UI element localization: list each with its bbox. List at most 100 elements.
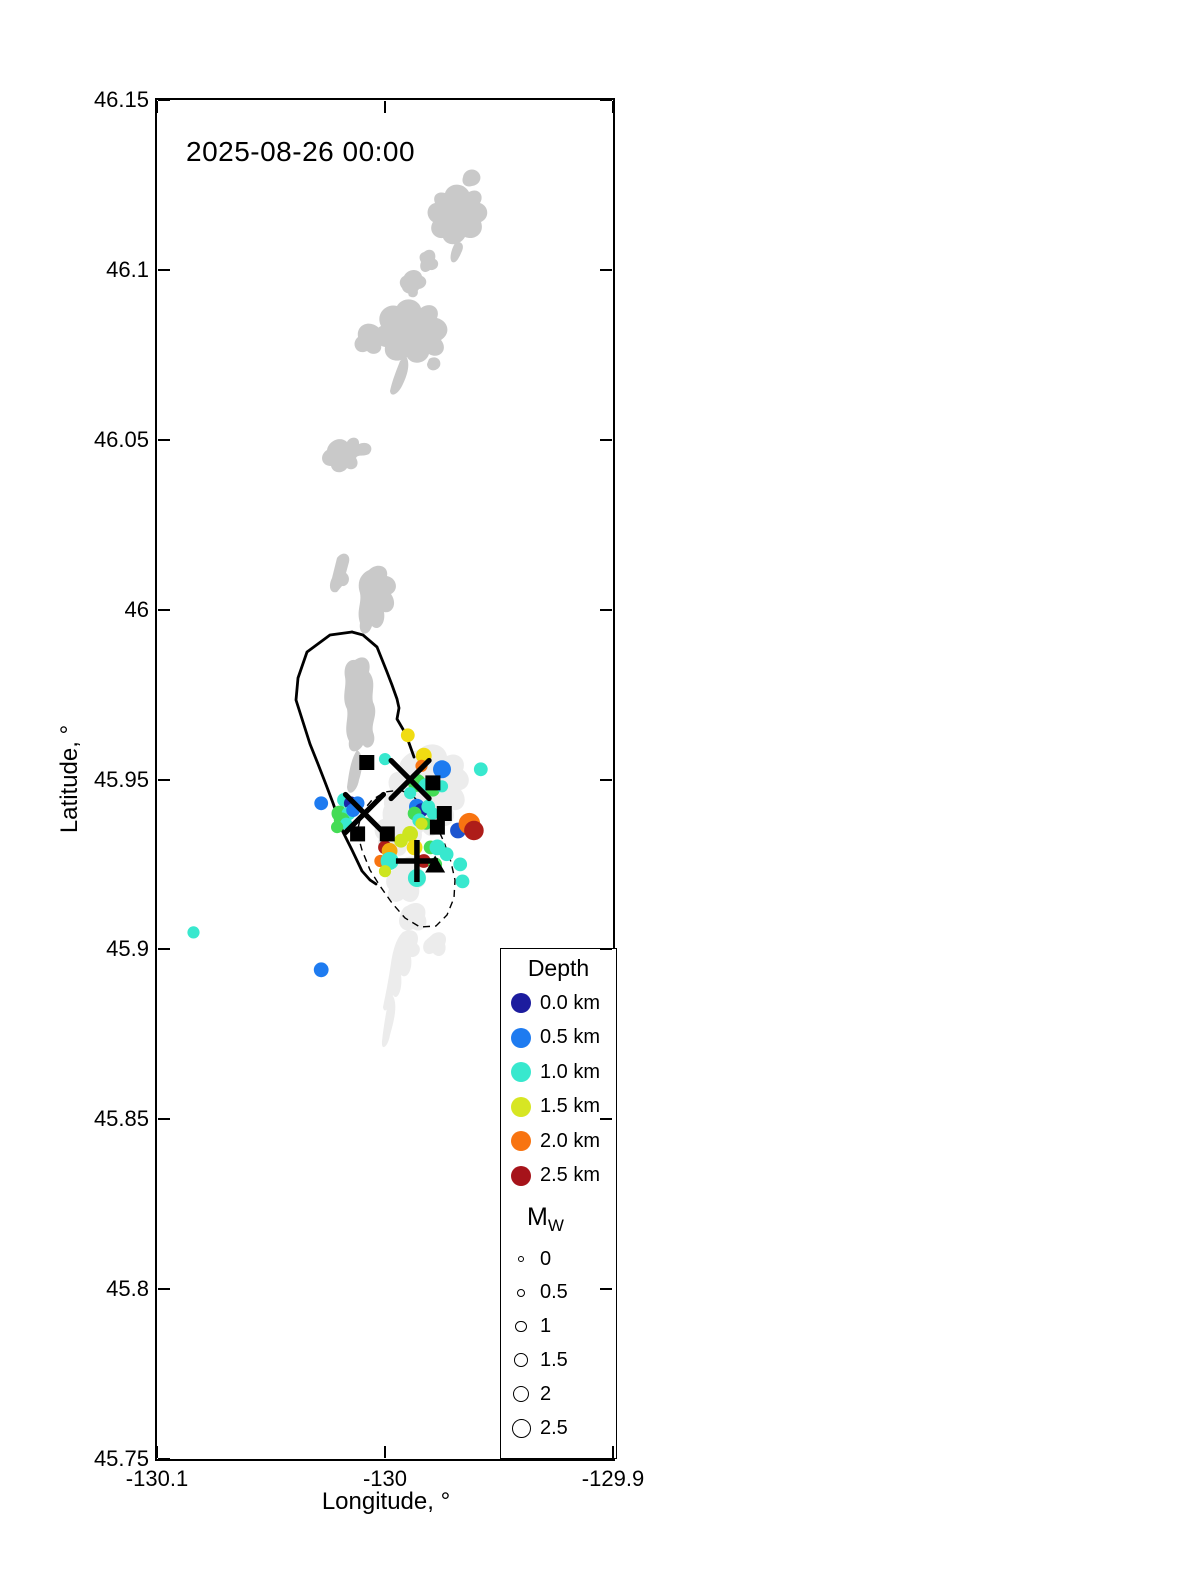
station-square: [359, 755, 375, 770]
magnitude-legend-entry: 1: [511, 1315, 551, 1339]
x-tick-label: -129.9: [581, 1466, 645, 1491]
x-tick-mark-top: [612, 101, 614, 113]
depth-legend-label: 0.0 km: [540, 991, 601, 1014]
x-tick-mark-bottom: [156, 1446, 158, 1458]
depth-color-swatch: [511, 1165, 531, 1186]
earthquake-dot: [439, 847, 454, 862]
mw-size-swatch: [516, 1288, 526, 1298]
y-tick-mark-left: [158, 1288, 170, 1291]
mw-legend-label: 1.5: [540, 1348, 568, 1371]
mw-size-swatch: [514, 1353, 528, 1368]
y-tick-label: 45.75: [93, 1446, 149, 1471]
lava-flow: [329, 553, 350, 593]
x-axis-label: Longitude, °: [321, 1488, 451, 1515]
magnitude-legend-entry: 0.5: [511, 1281, 568, 1305]
earthquake-dot: [433, 760, 451, 779]
mw-swatch-slot: [511, 1385, 531, 1403]
mw-legend-label: 2: [540, 1382, 552, 1405]
epicenter-plus-marker: [395, 840, 438, 883]
y-tick-mark-right: [600, 778, 612, 781]
lava-flow: [390, 356, 409, 395]
x-tick-mark-bottom: [612, 1446, 614, 1458]
earthquake-dot: [415, 817, 428, 830]
depth-color-swatch: [511, 1062, 531, 1082]
mw-size-swatch: [518, 1256, 524, 1262]
magnitude-legend-entry: 2: [511, 1382, 551, 1406]
mw-size-swatch: [512, 1385, 530, 1403]
y-tick-mark-left: [158, 99, 170, 101]
y-tick-label: 45.95: [93, 766, 149, 792]
y-tick-mark-right: [600, 1118, 612, 1121]
depth-legend-label: 0.5 km: [540, 1026, 601, 1048]
mw-swatch-slot: [511, 1256, 531, 1262]
mw-legend-label: 2.5: [540, 1416, 568, 1439]
earthquake-dot: [404, 787, 417, 800]
depth-legend-entry: 1.0 km: [511, 1060, 600, 1084]
lava-flow: [358, 565, 396, 634]
triangle-marker: [425, 855, 446, 873]
lava-flow: [427, 357, 441, 371]
depth-swatch-slot: [511, 1131, 531, 1151]
depth-legend-label: 2.5 km: [540, 1164, 601, 1186]
plot-title-datetime: 2025-08-26 00:00: [186, 136, 416, 167]
earthquake-dot: [313, 962, 329, 978]
epicenter-x-marker: [388, 757, 432, 802]
lava-flow: [419, 249, 439, 273]
y-tick-mark-left: [158, 778, 170, 781]
y-tick-label: 46: [124, 596, 149, 622]
y-tick-mark-right: [600, 268, 612, 271]
y-tick-mark-left: [158, 1458, 170, 1460]
lava-flow: [381, 996, 396, 1048]
lava-flow: [374, 299, 448, 363]
y-tick-mark-left: [158, 1118, 170, 1121]
lava-flow: [383, 930, 420, 1011]
depth-color-swatch: [511, 1027, 531, 1048]
depth-color-swatch: [511, 1096, 531, 1117]
station-square: [425, 775, 441, 791]
lava-flow: [399, 270, 427, 294]
lava-flow: [408, 287, 418, 298]
lava-flow: [354, 323, 384, 354]
earthquake-dot: [394, 833, 408, 848]
y-tick-label: 46.05: [93, 426, 149, 452]
depth-legend-label: 1.0 km: [540, 1060, 601, 1083]
earthquake-dot: [331, 821, 344, 834]
lava-flow: [399, 902, 427, 931]
mw-title-main: M: [527, 1203, 548, 1231]
depth-swatch-slot: [511, 993, 531, 1013]
station-square: [429, 819, 445, 835]
y-tick-label: 45.9: [106, 936, 149, 962]
lava-flow: [347, 750, 363, 793]
lava-flow: [427, 184, 488, 245]
depth-legend-entry: 0.0 km: [511, 991, 600, 1015]
y-tick-mark-right: [600, 99, 612, 101]
y-tick-mark-right: [600, 608, 612, 611]
y-tick-mark-left: [158, 948, 170, 951]
earthquake-dot: [314, 796, 329, 811]
depth-color-swatch: [511, 1131, 531, 1151]
depth-legend-title: Depth: [527, 955, 590, 981]
mw-title-sub: W: [547, 1216, 564, 1235]
earthquake-dot: [426, 807, 439, 820]
legend-box: Depth 0.0 km 0.5 km 1.0 km 1.5 km 2.0 km 2.5 …: [500, 948, 617, 1459]
map-svg: [187, 169, 488, 1048]
magnitude-legend-title: MW: [527, 1203, 564, 1236]
y-tick-mark-left: [158, 268, 170, 271]
depth-legend-entry: 1.5 km: [511, 1095, 600, 1119]
lava-flow: [423, 932, 447, 957]
mw-legend-label: 0: [540, 1247, 552, 1270]
earthquake-dot: [378, 753, 392, 766]
x-tick-label: -130: [362, 1466, 408, 1491]
depth-swatch-slot: [511, 1062, 531, 1082]
mw-swatch-slot: [511, 1321, 531, 1333]
mw-size-swatch: [511, 1418, 531, 1438]
magnitude-legend-entry: 0: [511, 1247, 551, 1271]
mw-swatch-slot: [511, 1418, 531, 1438]
x-tick-label: -130.1: [125, 1466, 189, 1491]
y-tick-mark-right: [600, 438, 612, 441]
depth-legend-entry: 0.5 km: [511, 1026, 600, 1050]
depth-legend-entry: 2.0 km: [511, 1129, 600, 1153]
mw-legend-label: 1: [540, 1315, 552, 1338]
y-tick-label: 46.1: [106, 256, 149, 282]
